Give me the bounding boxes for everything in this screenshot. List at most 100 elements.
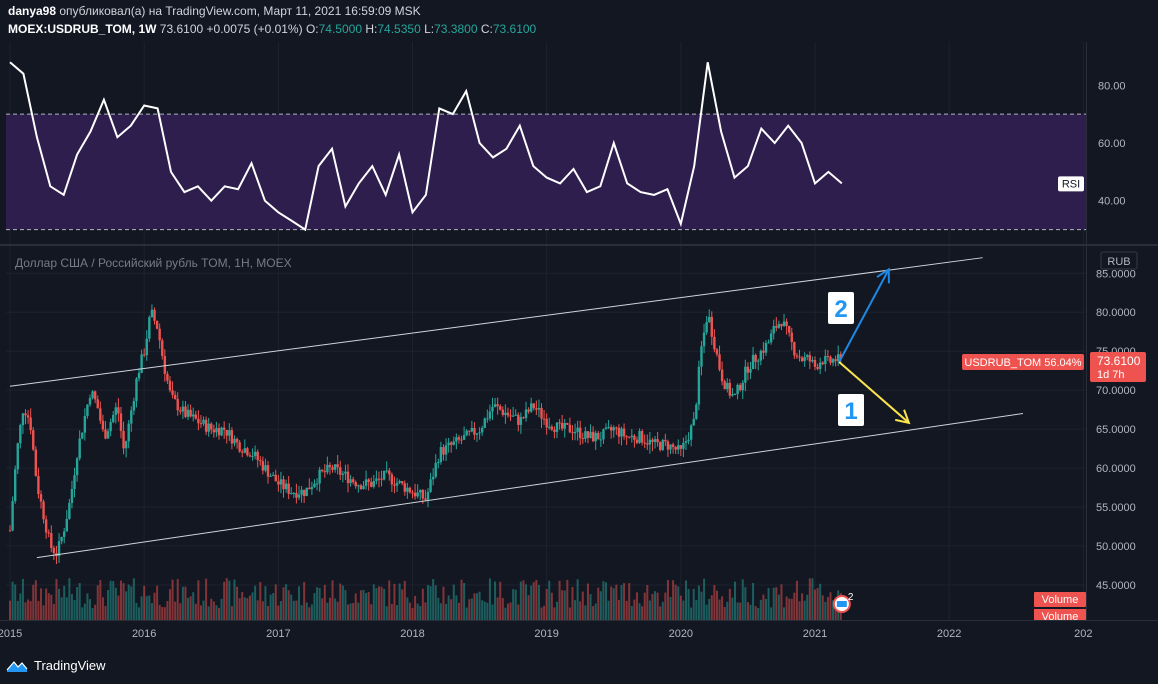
- candle-body: [738, 384, 742, 391]
- volume-bar: [145, 596, 148, 620]
- candle-body: [519, 417, 523, 425]
- volume-bar: [656, 592, 659, 620]
- candle-body: [408, 487, 412, 493]
- volume-bar: [267, 605, 270, 620]
- candle-body: [179, 410, 182, 412]
- volume-bar: [522, 580, 525, 620]
- candle-body: [171, 390, 174, 395]
- candle-body: [568, 424, 572, 433]
- candle-body: [37, 475, 40, 495]
- symbol-name[interactable]: MOEX:USDRUB_TOM, 1W: [8, 22, 157, 36]
- author-name[interactable]: danya98: [8, 4, 57, 18]
- volume-bar: [780, 584, 783, 620]
- candle-body: [493, 404, 497, 407]
- candle-body: [153, 309, 156, 321]
- candle-body: [395, 482, 399, 486]
- time-tick-label: 2022: [937, 628, 961, 640]
- volume-bar: [112, 581, 115, 620]
- candle-body: [496, 404, 499, 407]
- volume-bar: [468, 599, 471, 620]
- volume-bar: [223, 581, 226, 620]
- volume-bar: [194, 603, 197, 620]
- candle-body: [589, 431, 592, 438]
- currency-label[interactable]: RUB: [1107, 256, 1130, 268]
- price-y-tick-label: 85.0000: [1096, 268, 1136, 280]
- price-y-axis: 85.000080.000075.000070.000065.000060.00…: [1096, 268, 1136, 592]
- candle-body: [679, 445, 683, 449]
- volume-bar: [365, 592, 368, 620]
- volume-bar: [540, 607, 543, 620]
- tradingview-brand[interactable]: TradingView: [6, 658, 106, 673]
- candle-body: [710, 316, 713, 337]
- candle-body: [839, 354, 842, 359]
- volume-bar: [408, 602, 411, 620]
- candle-body: [390, 474, 394, 485]
- price-channel[interactable]: [9, 257, 1024, 559]
- candle-body: [173, 394, 177, 399]
- volume-bar: [643, 592, 646, 620]
- candle-body: [808, 355, 812, 362]
- volume-bar: [68, 578, 71, 620]
- candle-body: [251, 456, 254, 458]
- volume-bar: [282, 587, 285, 620]
- chart-canvas[interactable]: RSI 80.00 60.00 40.00 Доллар США / Российс…: [0, 42, 1158, 652]
- volume-bar: [297, 586, 300, 620]
- volume-bar: [52, 604, 55, 620]
- candle-body: [47, 532, 50, 534]
- volume-bar: [455, 595, 458, 620]
- candle-body: [666, 441, 670, 450]
- published-text: опубликовал(а) на TradingView.com,: [59, 4, 261, 18]
- time-tick-label: 2016: [132, 628, 156, 640]
- volume-bar: [99, 580, 102, 620]
- volume-bar: [695, 599, 698, 620]
- volume-bar: [421, 588, 424, 620]
- candle-body: [284, 483, 288, 490]
- candle-body: [101, 420, 105, 430]
- candle-body: [824, 356, 827, 365]
- volume-bar: [574, 600, 577, 620]
- volume-bar: [277, 605, 280, 620]
- rsi-pane-label[interactable]: RSI: [1062, 178, 1080, 190]
- candle-body: [483, 418, 486, 428]
- candle-body: [19, 425, 22, 444]
- candle-body: [310, 487, 314, 490]
- candle-body: [243, 448, 247, 453]
- candle-body: [762, 350, 765, 353]
- candle-body: [782, 321, 786, 327]
- volume-bar: [140, 596, 143, 620]
- candle-body: [622, 428, 626, 437]
- volume-bar: [424, 602, 427, 620]
- volume-bar: [359, 590, 362, 620]
- annotations[interactable]: 21: [828, 267, 911, 427]
- candle-body: [517, 414, 520, 425]
- candle-body: [145, 338, 148, 356]
- volume-tag-box-2: [1034, 609, 1086, 620]
- volume-bar: [321, 598, 324, 620]
- high-label: H:: [365, 22, 378, 36]
- volume-bar: [718, 599, 721, 620]
- candle-body: [566, 422, 569, 425]
- candle-body: [718, 354, 721, 370]
- candle-body: [253, 451, 257, 457]
- volume-bar: [504, 607, 507, 620]
- volume-bar: [60, 597, 63, 620]
- candle-body: [88, 397, 92, 405]
- volume-bar: [215, 605, 218, 620]
- annotation-box-2: [828, 291, 854, 324]
- volume-bar: [736, 602, 739, 620]
- volume-bar: [81, 607, 84, 620]
- time-axis[interactable]: 2015 2016 2017 2018 2019 2020 2021 2022 202: [0, 628, 1092, 640]
- volume-bar: [339, 583, 342, 620]
- volume-bar: [770, 607, 773, 620]
- annotation-arrow-1: [838, 361, 910, 424]
- events-badge[interactable]: 2: [832, 592, 854, 613]
- volume-bar: [772, 587, 775, 620]
- rsi-y-tick-label: 60.00: [1098, 138, 1126, 150]
- volume-bar: [607, 600, 610, 620]
- volume-bar: [73, 600, 76, 620]
- candle-body: [584, 431, 587, 439]
- volume-bar: [581, 591, 584, 620]
- volume-bar: [89, 599, 92, 620]
- price-change: +0.0075 (+0.01%): [206, 22, 303, 36]
- annotation-arrowhead-2: [876, 267, 890, 284]
